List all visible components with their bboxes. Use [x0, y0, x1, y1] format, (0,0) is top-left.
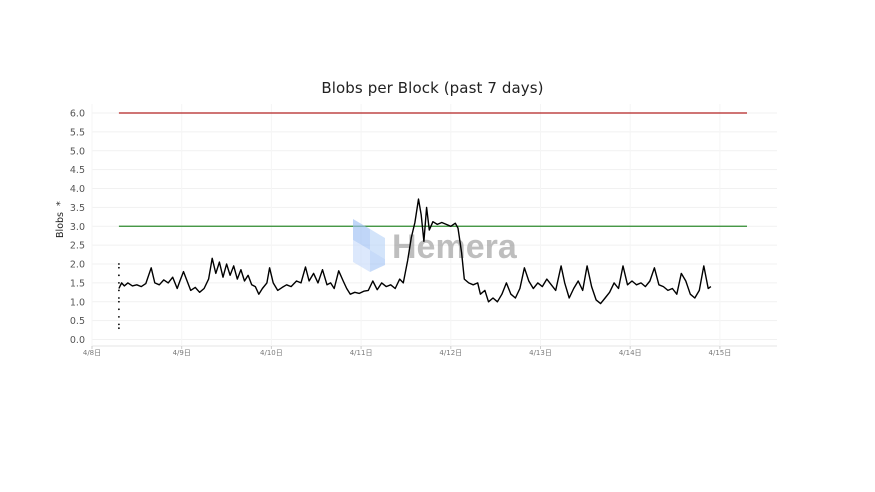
x-axis: 4/8日 4/9日 4/10日 4/11日 4/12日 4/13日 4/14日 4/15日: [83, 346, 731, 357]
x-tick-label: 4/14日: [619, 349, 642, 357]
y-tick-label: 1.5: [70, 278, 85, 289]
y-tick-label: 4.5: [70, 165, 85, 176]
data-point: [118, 315, 120, 318]
x-tick-label: 4/9日: [173, 349, 191, 357]
watermark: Hemera: [353, 219, 518, 272]
data-point: [118, 289, 120, 292]
reference-lines: [118, 112, 747, 227]
y-tick-label: 3.5: [70, 203, 85, 214]
grid-lines: [91, 104, 777, 347]
watermark-text: Hemera: [392, 228, 518, 266]
y-tick-label: 4.0: [70, 184, 85, 195]
data-point: [118, 300, 120, 303]
x-tick-label: 4/8日: [83, 349, 101, 357]
y-tick-label: 2.5: [70, 241, 85, 252]
data-point: [118, 323, 120, 326]
x-tick-label: 4/10日: [260, 349, 283, 357]
series-layer: [118, 198, 712, 330]
y-axis-title: Blobs: [55, 212, 66, 238]
series-line: [118, 198, 712, 305]
x-tick-label: 4/15日: [709, 349, 732, 357]
data-point: [118, 308, 120, 311]
y-tick-label: 6.0: [70, 109, 85, 120]
y-axis: 0.0 0.5 1.0 1.5 2.0 2.5 3.0 3.5 4.0 4.5 5.0 5.5 6.0: [70, 109, 85, 347]
y-tick-label: 0.0: [70, 335, 85, 346]
x-tick-label: 4/13日: [529, 349, 552, 357]
x-tick-label: 4/11日: [350, 349, 373, 357]
y-tick-label: 5.5: [70, 127, 85, 138]
hemera-logo-icon: [353, 219, 385, 272]
data-point: [118, 266, 120, 269]
y-tick-label: 2.0: [70, 260, 85, 271]
y-tick-label: 1.0: [70, 297, 85, 308]
x-tick-label: 4/12日: [439, 349, 462, 357]
y-tick-label: 5.0: [70, 146, 85, 157]
data-point: [118, 297, 120, 299]
y-axis-title-group: Blobs *: [55, 201, 66, 238]
y-axis-title-marker: *: [55, 201, 66, 206]
data-point: [118, 327, 120, 330]
data-point: [118, 281, 120, 284]
chart-title: Blobs per Block (past 7 days): [321, 79, 544, 97]
data-point: [118, 274, 120, 277]
data-point: [118, 263, 120, 265]
y-tick-label: 0.5: [70, 316, 85, 327]
y-tick-label: 3.0: [70, 222, 85, 233]
